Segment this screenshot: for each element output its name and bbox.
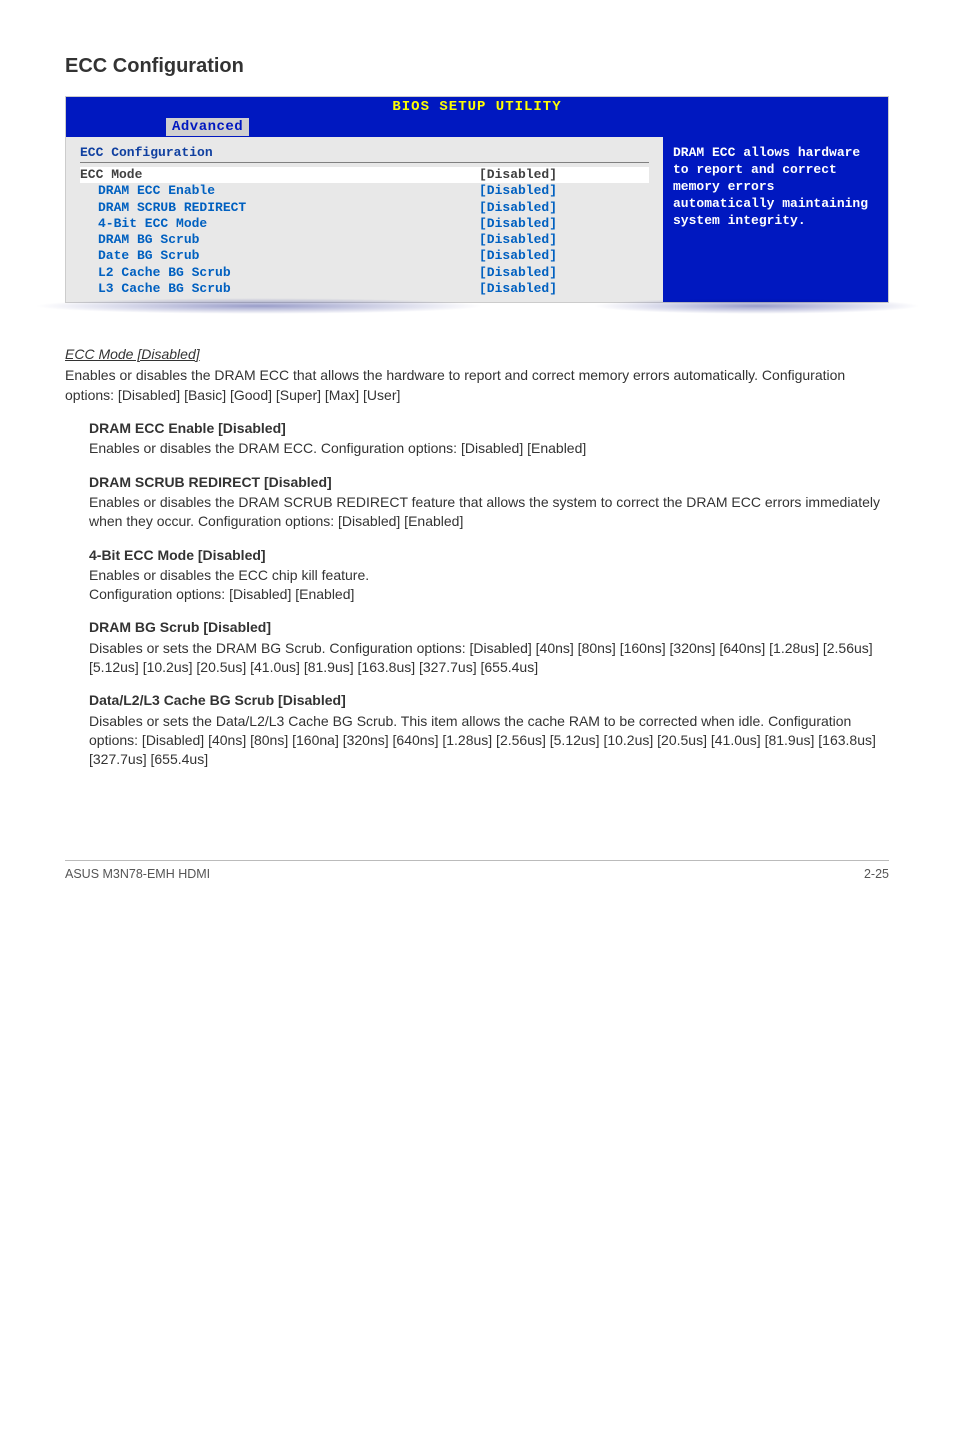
- decorative-shadow: [592, 298, 921, 314]
- option-block: Data/L2/L3 Cache BG Scrub [Disabled] Disa…: [65, 691, 889, 769]
- bios-row-label: DRAM ECC Enable: [80, 183, 479, 199]
- footer-left: ASUS M3N78-EMH HDMI: [65, 867, 210, 881]
- option-block-title: DRAM ECC Enable [Disabled]: [89, 419, 889, 438]
- bios-row-label: L2 Cache BG Scrub: [80, 265, 479, 281]
- body-text: ECC Mode [Disabled] Enables or disables …: [65, 345, 889, 770]
- bios-row[interactable]: ECC Mode[Disabled]: [80, 167, 649, 183]
- option-block: 4-Bit ECC Mode [Disabled]Enables or disa…: [65, 546, 889, 605]
- bios-row-value: [Disabled]: [479, 183, 649, 199]
- page-heading: ECC Configuration: [65, 55, 889, 78]
- bios-panel-title: ECC Configuration: [80, 145, 649, 160]
- section-ecc-mode: ECC Mode [Disabled] Enables or disables …: [65, 345, 889, 405]
- section-text: Enables or disables the DRAM ECC that al…: [65, 366, 889, 405]
- footer-right: 2-25: [864, 867, 889, 881]
- bios-row-label: L3 Cache BG Scrub: [80, 281, 479, 297]
- option-blocks: DRAM ECC Enable [Disabled]Enables or dis…: [65, 419, 889, 770]
- option-block-text: Enables or disables the DRAM ECC. Config…: [89, 439, 889, 458]
- bios-row[interactable]: L2 Cache BG Scrub[Disabled]: [80, 265, 649, 281]
- bios-row-label: Date BG Scrub: [80, 248, 479, 264]
- option-block-title: 4-Bit ECC Mode [Disabled]: [89, 546, 889, 565]
- option-block: DRAM ECC Enable [Disabled]Enables or dis…: [65, 419, 889, 459]
- bios-panel: BIOS SETUP UTILITY Advanced ECC Configur…: [65, 96, 889, 303]
- bios-row[interactable]: DRAM BG Scrub[Disabled]: [80, 232, 649, 248]
- bios-row[interactable]: DRAM ECC Enable[Disabled]: [80, 183, 649, 199]
- bios-row-value: [Disabled]: [479, 281, 649, 297]
- bios-title: BIOS SETUP UTILITY: [392, 99, 561, 115]
- bios-row-value: [Disabled]: [479, 167, 649, 183]
- option-block-text: Enables or disables the ECC chip kill fe…: [89, 566, 889, 605]
- bios-panel-divider: [80, 162, 649, 163]
- bios-row-label: DRAM SCRUB REDIRECT: [80, 200, 479, 216]
- section-title: ECC Mode [Disabled]: [65, 345, 889, 364]
- bios-row-value: [Disabled]: [479, 265, 649, 281]
- option-block: DRAM BG Scrub [Disabled] Disables or sets…: [65, 618, 889, 677]
- bios-header: BIOS SETUP UTILITY Advanced: [66, 97, 888, 137]
- bios-row-label: ECC Mode: [80, 167, 479, 183]
- bios-row[interactable]: DRAM SCRUB REDIRECT[Disabled]: [80, 200, 649, 216]
- bios-left-panel: ECC Configuration ECC Mode[Disabled]DRAM…: [66, 137, 663, 302]
- bios-row-value: [Disabled]: [479, 232, 649, 248]
- bios-row-label: DRAM BG Scrub: [80, 232, 479, 248]
- bios-row[interactable]: 4-Bit ECC Mode[Disabled]: [80, 216, 649, 232]
- option-block-title: Data/L2/L3 Cache BG Scrub [Disabled]: [89, 691, 889, 710]
- option-block-text: Enables or disables the DRAM SCRUB REDIR…: [89, 493, 889, 532]
- option-block-text: Disables or sets the DRAM BG Scrub. Conf…: [89, 639, 889, 678]
- bios-rows-container: ECC Mode[Disabled]DRAM ECC Enable[Disabl…: [80, 167, 649, 297]
- bios-row[interactable]: Date BG Scrub[Disabled]: [80, 248, 649, 264]
- bios-row-value: [Disabled]: [479, 200, 649, 216]
- option-block-title: DRAM BG Scrub [Disabled]: [89, 618, 889, 637]
- option-block: DRAM SCRUB REDIRECT [Disabled]Enables or…: [65, 473, 889, 532]
- bios-tab-advanced[interactable]: Advanced: [166, 118, 249, 136]
- bios-body: ECC Configuration ECC Mode[Disabled]DRAM…: [66, 137, 888, 302]
- bios-row[interactable]: L3 Cache BG Scrub[Disabled]: [80, 281, 649, 297]
- bios-row-label: 4-Bit ECC Mode: [80, 216, 479, 232]
- decorative-shadow: [33, 298, 485, 314]
- bios-row-value: [Disabled]: [479, 248, 649, 264]
- option-block-title: DRAM SCRUB REDIRECT [Disabled]: [89, 473, 889, 492]
- bios-row-value: [Disabled]: [479, 216, 649, 232]
- page-footer: ASUS M3N78-EMH HDMI 2-25: [65, 860, 889, 881]
- bios-help-panel: DRAM ECC allows hardware to report and c…: [663, 137, 888, 302]
- option-block-text: Disables or sets the Data/L2/L3 Cache BG…: [89, 712, 889, 770]
